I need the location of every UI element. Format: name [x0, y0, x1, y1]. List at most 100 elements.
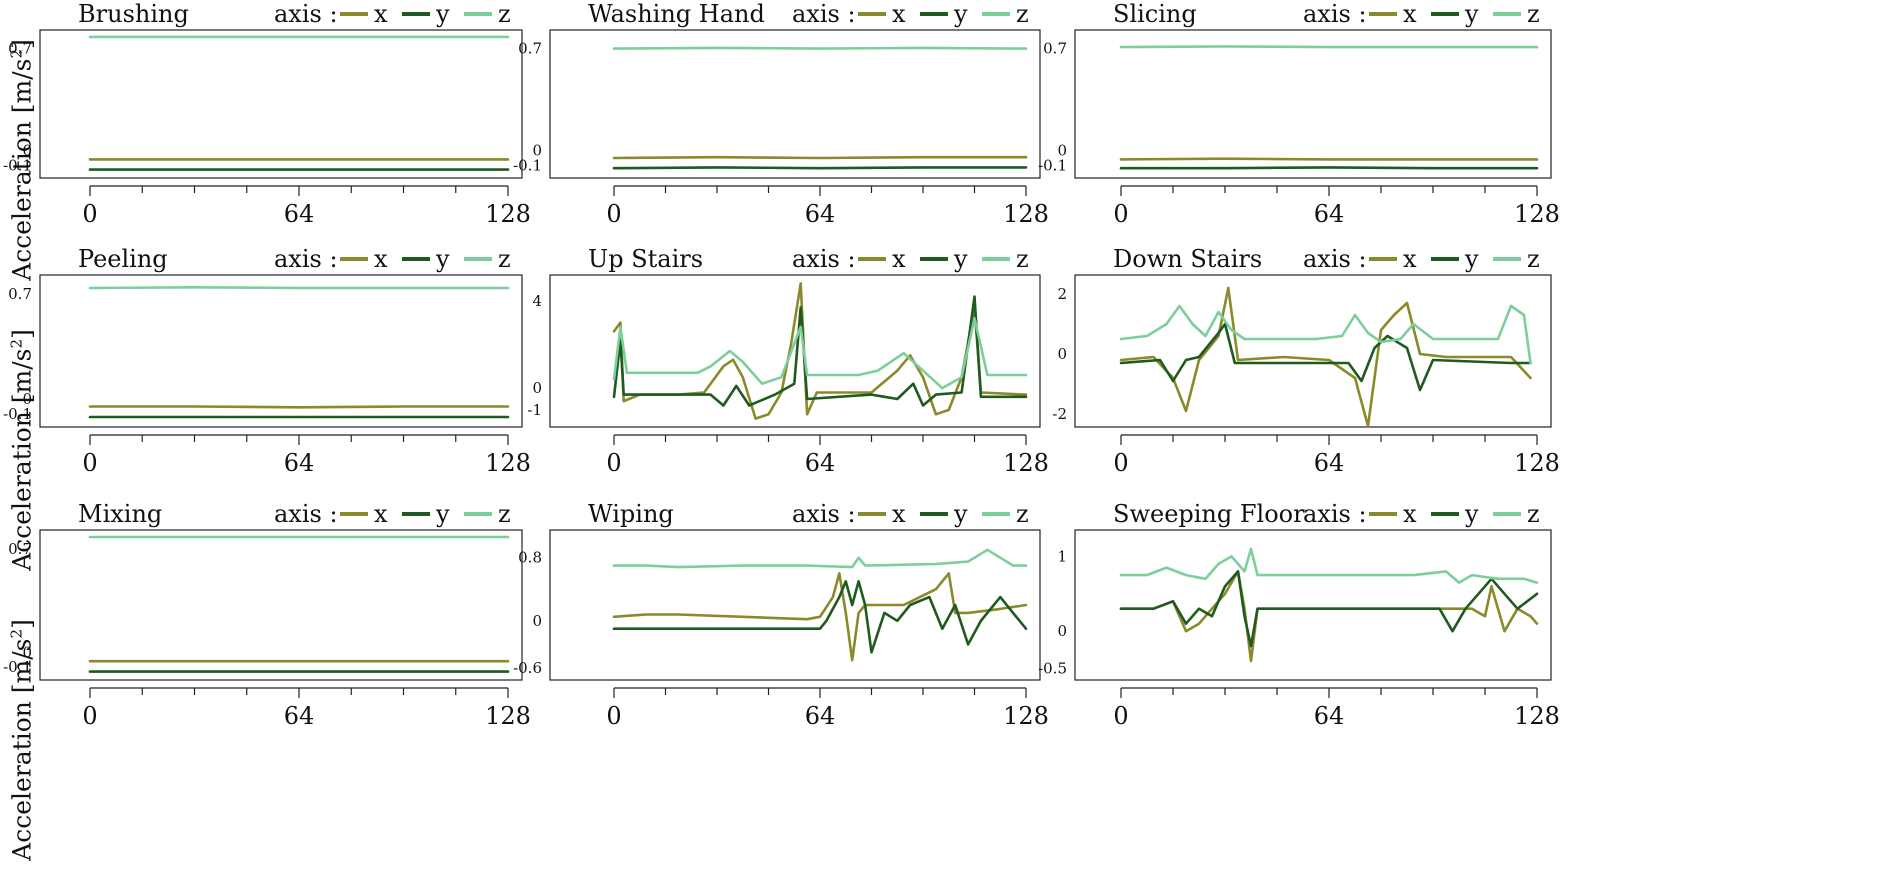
legend-label-z: z [1016, 245, 1029, 273]
legend-label-z: z [1016, 500, 1029, 528]
legend-label-x: x [374, 245, 388, 273]
y-tick-label: 0.7 [518, 40, 542, 58]
x-tick-label: 128 [1003, 449, 1049, 477]
y-tick-label: -0.1 [3, 405, 32, 423]
series-line-z [612, 316, 1028, 390]
legend-label-y: y [953, 500, 968, 528]
chart-panel: Wiping axis : x y z 0.8 0 -0.6 0 64 128 [513, 500, 1049, 730]
plot-frame [39, 529, 523, 681]
series-line-y [612, 295, 1028, 407]
legend-label-y: y [953, 0, 968, 28]
y-axis-title: Acceleration [m/s2] [7, 329, 37, 571]
y-tick-label: 0 [1057, 622, 1067, 640]
y-tick-label: -0.6 [513, 659, 542, 677]
x-tick-label: 64 [284, 702, 315, 730]
y-tick-label: 0 [22, 142, 32, 160]
legend-label-x: x [892, 245, 906, 273]
legend-label-z: z [1016, 0, 1029, 28]
series-line-x [1119, 286, 1532, 428]
legend-label-y: y [953, 245, 968, 273]
legend-label-y: y [1464, 0, 1479, 28]
chart-title: Slicing [1113, 0, 1197, 28]
y-tick-label: 0.7 [8, 40, 32, 58]
legend-label-z: z [1527, 245, 1540, 273]
legend-label-x: x [1403, 245, 1417, 273]
legend-label-y: y [435, 0, 450, 28]
x-tick-label: 64 [805, 200, 836, 228]
y-tick-label: 0 [22, 643, 32, 661]
x-tick-label: 0 [82, 449, 97, 477]
x-tick-label: 64 [1314, 702, 1345, 730]
legend-prefix: axis : [792, 0, 856, 28]
x-tick-label: 0 [82, 200, 97, 228]
plot-frame [549, 29, 1041, 179]
legend-prefix: axis : [792, 245, 856, 273]
y-tick-label: -0.5 [1038, 660, 1067, 678]
chart-panel: Mixing axis : x y z0.70-0.10 64 128 [3, 500, 531, 730]
x-tick-label: 0 [606, 200, 621, 228]
legend-label-y: y [1464, 500, 1479, 528]
legend-label-y: y [1464, 245, 1479, 273]
chart-title: Wiping [588, 500, 674, 528]
y-tick-label: 0 [1057, 142, 1067, 160]
chart-title: Down Stairs [1113, 245, 1262, 273]
x-tick-label: 0 [606, 702, 621, 730]
x-tick-label: 128 [1514, 702, 1560, 730]
y-tick-label: 0 [532, 142, 542, 160]
legend-label-x: x [892, 500, 906, 528]
legend-label-z: z [498, 500, 511, 528]
chart-panel: Slicing axis : x y z0.70-0.10 64 128 [1038, 0, 1560, 228]
series-line-y [1119, 570, 1539, 648]
series-line-x [612, 572, 1028, 662]
x-tick-label: 0 [82, 702, 97, 730]
x-tick-label: 128 [1514, 449, 1560, 477]
legend-prefix: axis : [792, 500, 856, 528]
legend-prefix: axis : [274, 0, 338, 28]
plot-frame [549, 274, 1041, 428]
plot-frame [1074, 274, 1552, 428]
x-tick-label: 128 [1003, 702, 1049, 730]
series-line-y [612, 166, 1028, 170]
legend-label-z: z [498, 0, 511, 28]
series-line-z [88, 285, 510, 290]
chart-title: Up Stairs [588, 245, 703, 273]
y-tick-label: 0.8 [518, 549, 542, 567]
y-axis-title: Acceleration [m/s2] [7, 39, 37, 281]
y-tick-label: -0.1 [1038, 156, 1067, 174]
x-tick-label: 0 [606, 449, 621, 477]
legend-prefix: axis : [1303, 0, 1367, 28]
x-tick-label: 64 [284, 449, 315, 477]
x-tick-label: 0 [1113, 702, 1128, 730]
legend-label-x: x [374, 0, 388, 28]
legend-prefix: axis : [1303, 245, 1367, 273]
x-tick-label: 128 [485, 200, 531, 228]
x-tick-label: 0 [1113, 449, 1128, 477]
legend-prefix: axis : [274, 500, 338, 528]
y-tick-label: 1 [1057, 547, 1067, 565]
y-tick-label: -0.1 [3, 156, 32, 174]
x-tick-label: 128 [485, 449, 531, 477]
y-tick-label: 0 [1057, 345, 1067, 363]
series-line-z [612, 548, 1028, 569]
series-line-z [1119, 45, 1539, 49]
y-tick-label: -2 [1052, 405, 1067, 423]
series-line-x [88, 405, 510, 409]
legend-label-y: y [435, 245, 450, 273]
chart-title: Brushing [78, 0, 189, 28]
y-tick-label: 0.7 [8, 540, 32, 558]
chart-title: Washing Hand [588, 0, 765, 28]
legend-label-z: z [498, 245, 511, 273]
y-tick-label: 0 [22, 390, 32, 408]
plot-frame [39, 274, 523, 428]
y-tick-label: 2 [1057, 285, 1067, 303]
y-axis-title-row-3: Acceleration [m/s2] [6, 605, 38, 875]
series-line-z [612, 46, 1028, 50]
legend-label-y: y [435, 500, 450, 528]
y-tick-label: 0 [532, 379, 542, 397]
legend-label-x: x [892, 0, 906, 28]
series-line-y [1119, 322, 1532, 392]
x-tick-label: 0 [1113, 200, 1128, 228]
y-tick-label: 0.7 [1043, 40, 1067, 58]
legend-label-x: x [1403, 0, 1417, 28]
